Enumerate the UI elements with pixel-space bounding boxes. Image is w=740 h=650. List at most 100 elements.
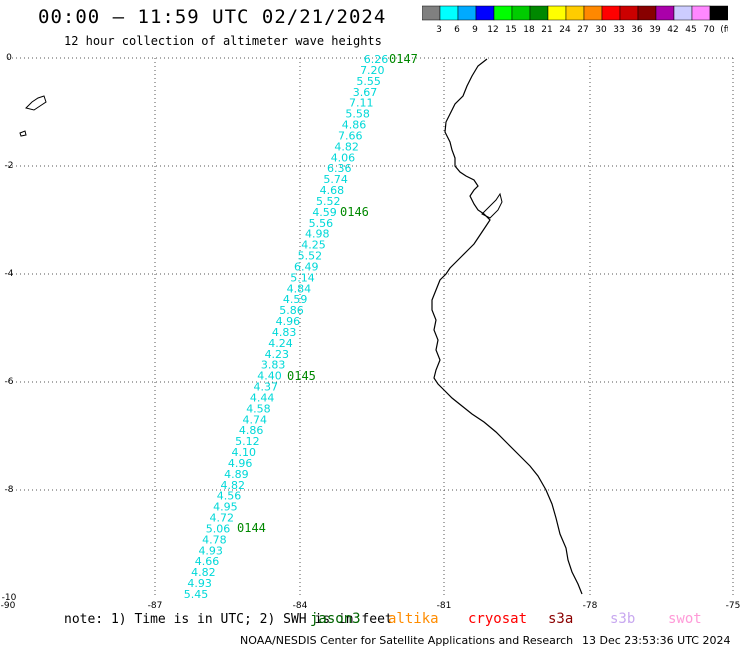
- wave-height-reading: 4.98: [305, 228, 330, 241]
- footer-note: note: 1) Time is in UTC; 2) SWH is in fe…: [64, 612, 393, 627]
- wave-height-reading: 5.45: [184, 588, 209, 601]
- credit-line: NOAA/NESDIS Center for Satellite Applica…: [240, 634, 574, 647]
- galapagos-islet: [19, 130, 27, 137]
- wave-height-reading: 4.84: [287, 282, 312, 295]
- wave-height-reading: 5.56: [309, 217, 334, 230]
- latitude-label: -2: [5, 161, 14, 171]
- scale-label: 33: [613, 25, 624, 35]
- wave-height-reading: 5.58: [345, 108, 370, 121]
- map-subtitle: 12 hour collection of altimeter wave hei…: [64, 34, 382, 48]
- pass-label: 0146: [340, 205, 369, 219]
- scale-label: 27: [577, 25, 588, 35]
- longitude-label: -90: [1, 601, 16, 610]
- wave-height-reading: 4.23: [265, 348, 290, 361]
- longitude-label: -78: [583, 601, 598, 610]
- wave-height-reading: 4.82: [191, 566, 216, 579]
- wave-height-reading: 7.11: [349, 97, 374, 110]
- wave-height-reading: 7.66: [338, 129, 363, 142]
- scale-label: 6: [454, 25, 460, 35]
- wave-height-reading: 5.52: [316, 195, 341, 208]
- pass-label: 0145: [287, 369, 316, 383]
- wave-height-reading: 4.40: [257, 370, 282, 383]
- scale-label: 30: [595, 25, 607, 35]
- wave-height-reading: 3.67: [353, 86, 378, 99]
- scale-label: (ft): [720, 25, 728, 35]
- scale-label: 12: [487, 25, 498, 35]
- pass-label: 0144: [237, 521, 266, 535]
- wave-height-reading: 5.55: [356, 75, 381, 88]
- scale-label: 45: [685, 25, 696, 35]
- longitude-label: -81: [437, 601, 452, 610]
- puna-island: [481, 192, 503, 219]
- wave-height-reading: 4.72: [209, 512, 234, 525]
- wave-height-reading: 5.06: [206, 522, 231, 535]
- scale-label: 24: [559, 25, 571, 35]
- wave-height-reading: 6.36: [327, 162, 352, 175]
- wave-height-reading: 4.10: [232, 446, 257, 459]
- scale-label: 42: [667, 25, 678, 35]
- wave-height-reading: 4.93: [198, 544, 223, 557]
- wave-height-reading: 4.59: [312, 206, 337, 219]
- wave-height-reading: 4.06: [331, 151, 356, 164]
- scale-label: 9: [472, 25, 478, 35]
- longitude-label: -87: [148, 601, 163, 610]
- galapagos-island: [25, 95, 47, 111]
- longitude-label: -84: [293, 601, 308, 610]
- wave-height-reading: 4.66: [195, 555, 220, 568]
- scale-label: 15: [505, 25, 516, 35]
- wave-height-map: 0-2-4-6-8-10-90 -87 -84 -81 -78 -756.267.205.…: [1, 52, 740, 610]
- latitude-label: -10: [2, 593, 17, 603]
- wave-height-reading: 4.95: [213, 501, 238, 514]
- wave-height-reading: 4.44: [250, 391, 275, 404]
- scale-label: 39: [649, 25, 661, 35]
- wave-height-reading: 4.78: [202, 533, 227, 546]
- latitude-label: -8: [5, 485, 14, 495]
- scale-label: 70: [703, 25, 715, 35]
- mission-jason3: jason3: [310, 611, 361, 627]
- wave-height-reading: 5.74: [323, 173, 348, 186]
- wave-height-reading: 4.83: [272, 326, 297, 339]
- generation-timestamp: 13 Dec 23:53:36 UTC 2024: [582, 634, 731, 647]
- wave-height-reading: 3.83: [261, 359, 286, 372]
- wave-height-reading: 4.56: [217, 490, 242, 503]
- scale-swatch: [709, 5, 728, 21]
- scale-label: 36: [631, 25, 643, 35]
- wave-height-reading: 4.89: [224, 468, 249, 481]
- map-title: 00:00 – 11:59 UTC 02/21/2024: [38, 6, 387, 28]
- wave-height-reading: 4.74: [243, 413, 268, 426]
- mission-swot: swot: [668, 611, 702, 627]
- wave-height-reading: 4.82: [220, 479, 245, 492]
- wave-height-reading: 5.52: [298, 250, 323, 263]
- wave-height-reading: 4.96: [276, 315, 301, 328]
- wave-height-reading: 5.14: [290, 271, 315, 284]
- scale-label: 21: [541, 25, 552, 35]
- wave-height-reading: 4.96: [228, 457, 253, 470]
- scale-label: 3: [436, 25, 442, 35]
- wave-height-reading: 4.25: [301, 239, 326, 252]
- wave-height-reading: 4.93: [187, 577, 212, 590]
- wave-height-reading: 5.12: [235, 435, 260, 448]
- mission-altika: altika: [388, 611, 439, 627]
- wave-height-reading: 4.24: [268, 337, 293, 350]
- longitude-label: -75: [726, 601, 740, 610]
- latitude-label: -4: [5, 269, 14, 279]
- wave-height-reading: 4.86: [342, 119, 367, 132]
- south-america-coastline: [431, 58, 583, 595]
- scale-label: 18: [523, 25, 535, 35]
- wave-height-reading: 5.86: [279, 304, 304, 317]
- wave-height-reading: 6.49: [294, 260, 319, 273]
- wave-height-reading: 4.37: [254, 381, 279, 394]
- wave-height-reading: 7.20: [360, 64, 385, 77]
- mission-s3a: s3a: [548, 611, 574, 627]
- mission-cryosat: cryosat: [468, 611, 528, 627]
- wave-height-reading: 6.26: [364, 53, 389, 66]
- mission-s3b: s3b: [610, 611, 636, 627]
- wave-height-reading: 4.58: [246, 402, 271, 415]
- latitude-label: -6: [5, 377, 14, 387]
- wave-height-reading: 4.82: [334, 140, 359, 153]
- wave-height-reading: 4.86: [239, 424, 264, 437]
- wave-height-reading: 4.59: [283, 293, 308, 306]
- latitude-label: 0: [6, 53, 12, 63]
- wave-height-reading: 4.68: [320, 184, 345, 197]
